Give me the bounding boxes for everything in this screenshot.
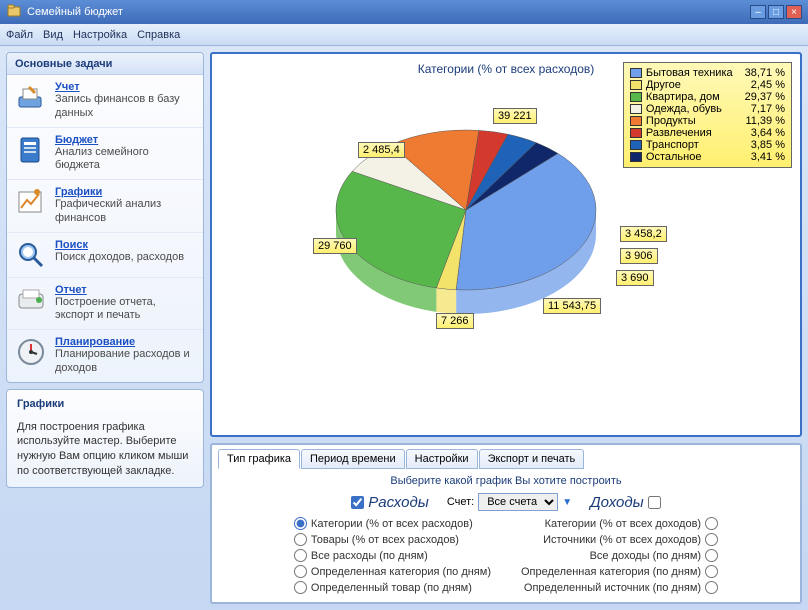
sidebar-item-3[interactable]: ПоискПоиск доходов, расходов — [7, 232, 203, 277]
task-desc: Графический анализ финансов — [55, 198, 195, 226]
expense-radio-3[interactable]: Определенная категория (по дням) — [294, 565, 491, 578]
sidebar-item-2[interactable]: ГрафикиГрафический анализ финансов — [7, 179, 203, 232]
income-check[interactable]: Доходы — [590, 494, 661, 511]
maximize-button[interactable]: □ — [768, 5, 784, 19]
account-selector: Счет: Все счета ▼ — [447, 493, 572, 511]
callout-4: 11 543,75 — [543, 298, 601, 314]
income-radio-2[interactable]: Все доходы (по дням) — [521, 549, 718, 562]
tab-strip: Тип графикаПериод времениНастройкиЭкспор… — [218, 449, 794, 469]
tab-3[interactable]: Экспорт и печать — [479, 449, 585, 469]
close-button[interactable]: × — [786, 5, 802, 19]
task-icon — [15, 81, 47, 113]
expenses-check[interactable]: Расходы — [351, 494, 429, 511]
expense-radio-2[interactable]: Все расходы (по дням) — [294, 549, 491, 562]
income-radio-1[interactable]: Источники (% от всех доходов) — [521, 533, 718, 546]
task-icon — [15, 336, 47, 368]
expense-radio-0[interactable]: Категории (% от всех расходов) — [294, 517, 491, 530]
expense-radio-1[interactable]: Товары (% от всех расходов) — [294, 533, 491, 546]
callout-5: 3 690 — [616, 270, 654, 286]
sidebar-item-1[interactable]: БюджетАнализ семейного бюджета — [7, 127, 203, 180]
callout-0: 39 221 — [493, 108, 537, 124]
menu-settings[interactable]: Настройка — [73, 29, 127, 41]
menu-file[interactable]: Файл — [6, 29, 33, 41]
income-radio-3[interactable]: Определенная категория (по дням) — [521, 565, 718, 578]
tab-1[interactable]: Период времени — [301, 449, 405, 469]
income-radio-0[interactable]: Категории (% от всех доходов) — [521, 517, 718, 530]
task-desc: Поиск доходов, расходов — [55, 251, 184, 265]
task-desc: Построение отчета, экспорт и печать — [55, 296, 195, 324]
sidebar-item-4[interactable]: ОтчетПостроение отчета, экспорт и печать — [7, 277, 203, 330]
task-icon — [15, 134, 47, 166]
chart-panel: Категории (% от всех расходов) Бытовая т… — [210, 52, 802, 437]
pie-chart: 39 221 2 485,4 29 760 7 266 11 543,75 3 690 3 … — [218, 80, 794, 340]
options-panel: Тип графикаПериод времениНастройкиЭкспор… — [210, 443, 802, 604]
callout-2: 29 760 — [313, 238, 357, 254]
callout-3: 7 266 — [436, 313, 474, 329]
task-icon — [15, 186, 47, 218]
expense-radio-4[interactable]: Определенный товар (по дням) — [294, 581, 491, 594]
tasks-header: Основные задачи — [7, 53, 203, 75]
help-panel: Графики Для построения графика используй… — [6, 389, 204, 488]
task-title: Поиск — [55, 239, 184, 251]
help-title: Графики — [17, 398, 193, 410]
task-desc: Запись финансов в базу данных — [55, 93, 195, 121]
menu-view[interactable]: Вид — [43, 29, 63, 41]
task-title: Бюджет — [55, 134, 195, 146]
menu-bar: Файл Вид Настройка Справка — [0, 24, 808, 46]
window-title: Семейный бюджет — [27, 6, 123, 18]
callout-1: 2 485,4 — [358, 142, 405, 158]
tab-2[interactable]: Настройки — [406, 449, 478, 469]
task-icon — [15, 284, 47, 316]
menu-help[interactable]: Справка — [137, 29, 180, 41]
help-text: Для построения графика используйте масте… — [17, 420, 193, 479]
dropdown-arrow-icon: ▼ — [562, 497, 572, 508]
task-icon — [15, 239, 47, 271]
app-icon — [6, 3, 22, 22]
sidebar-item-5[interactable]: ПланированиеПланирование расходов и дохо… — [7, 329, 203, 382]
account-select[interactable]: Все счета — [478, 493, 558, 511]
income-radio-4[interactable]: Определенный источник (по дням) — [521, 581, 718, 594]
tab-0[interactable]: Тип графика — [218, 449, 300, 469]
minimize-button[interactable]: – — [750, 5, 766, 19]
tasks-panel: Основные задачи УчетЗапись финансов в ба… — [6, 52, 204, 383]
sidebar-item-0[interactable]: УчетЗапись финансов в базу данных — [7, 75, 203, 127]
task-title: Планирование — [55, 336, 195, 348]
task-desc: Анализ семейного бюджета — [55, 146, 195, 174]
task-title: Учет — [55, 81, 195, 93]
title-bar: Семейный бюджет – □ × — [0, 0, 808, 24]
task-title: Отчет — [55, 284, 195, 296]
options-prompt: Выберите какой график Вы хотите построит… — [218, 475, 794, 487]
callout-7: 3 458,2 — [620, 226, 667, 242]
task-title: Графики — [55, 186, 195, 198]
task-desc: Планирование расходов и доходов — [55, 348, 195, 376]
callout-6: 3 906 — [620, 248, 658, 264]
